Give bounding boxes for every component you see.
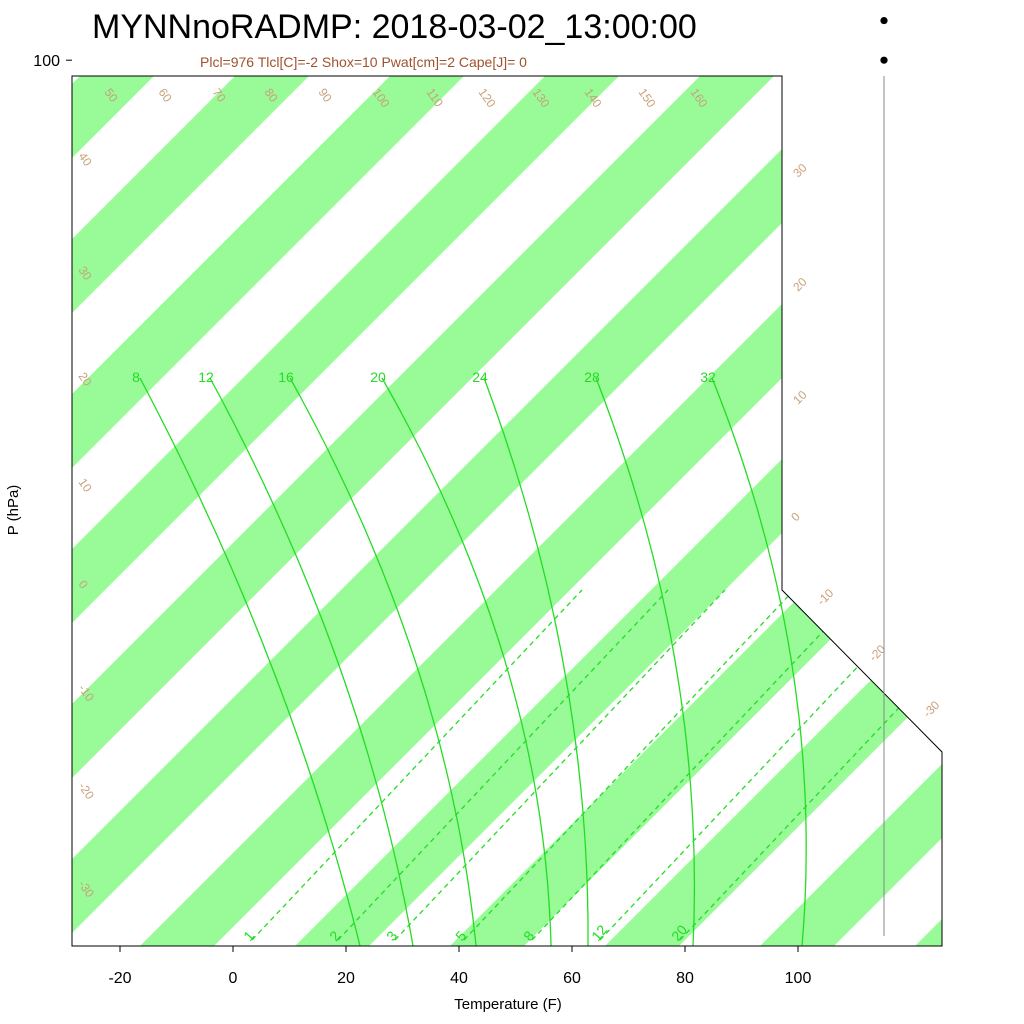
moist-label: 12 xyxy=(198,369,214,385)
isotherm-label: 30 xyxy=(790,161,810,181)
moist-label: 32 xyxy=(700,369,716,385)
plot-frame xyxy=(71,75,943,947)
x-tick-label: 100 xyxy=(785,970,812,987)
moist-adiabat xyxy=(483,377,589,946)
dry-adiabat-label: 150 xyxy=(636,86,659,111)
dry-adiabat xyxy=(291,0,620,60)
x-tick-label: 80 xyxy=(676,970,694,987)
mixing-ratio-line xyxy=(394,589,726,941)
stability-band xyxy=(72,76,849,946)
moist-adiabat xyxy=(711,377,807,946)
isotherm-label: 10 xyxy=(790,388,810,408)
isotherm-label: 0 xyxy=(788,509,803,524)
moist-label: 16 xyxy=(278,369,294,385)
x-tick-label: 20 xyxy=(337,970,355,987)
dry-adiabat xyxy=(851,0,1024,60)
dry-adiabat xyxy=(81,0,410,60)
isotherm-label: -30 xyxy=(920,698,942,720)
dry-adiabat xyxy=(641,0,970,60)
dry-adiabat-label: 40 xyxy=(76,150,95,169)
dry-adiabat xyxy=(501,0,830,60)
moist-adiabat xyxy=(381,377,552,946)
dry-adiabat xyxy=(991,0,1024,60)
chart-title: MYNNnoRADMP: 2018-03-02_13:00:00 xyxy=(92,8,697,46)
stability-band xyxy=(140,76,942,946)
stability-band xyxy=(450,76,942,946)
mixing-ratio-line xyxy=(251,589,583,941)
stability-band xyxy=(72,76,384,946)
dry-adiabat xyxy=(571,0,900,60)
dry-adiabat-label: 10 xyxy=(76,476,95,495)
mixing-ratio-label: 3 xyxy=(383,928,400,944)
stability-band xyxy=(72,76,539,946)
stability-band xyxy=(72,76,694,946)
isotherm-label: -20 xyxy=(866,642,888,664)
moist-label: 28 xyxy=(584,369,600,385)
dry-adiabat-label: 90 xyxy=(316,86,335,105)
dry-adiabat xyxy=(431,0,760,60)
stability-band xyxy=(72,76,942,946)
x-tick-label: 40 xyxy=(450,970,468,987)
stability-band xyxy=(72,76,74,946)
moist-adiabat xyxy=(139,377,361,946)
x-tick-label: 60 xyxy=(563,970,581,987)
dry-adiabat-label: 120 xyxy=(476,86,499,111)
moist-label: 8 xyxy=(132,369,140,385)
moist-adiabat xyxy=(209,377,414,946)
moist-adiabat xyxy=(289,377,477,946)
moist-adiabat xyxy=(595,377,696,946)
wind-level-dot xyxy=(880,56,888,64)
dry-adiabat xyxy=(221,0,550,60)
dry-adiabat xyxy=(711,0,1024,60)
x-tick-label: -20 xyxy=(108,970,131,987)
isotherm-label: -10 xyxy=(814,586,836,608)
dry-adiabat xyxy=(361,0,690,60)
dry-adiabat xyxy=(781,0,1024,60)
dry-adiabat xyxy=(151,0,480,60)
dry-adiabat xyxy=(921,0,1024,60)
mixing-ratio-line xyxy=(531,589,863,941)
mixing-ratio-label: 12 xyxy=(588,922,610,944)
wind-level-dot xyxy=(880,16,888,25)
isotherm-label: 20 xyxy=(790,275,810,295)
mixing-ratio-line xyxy=(463,589,795,941)
moist-label: 20 xyxy=(370,369,386,385)
y-axis-title: P (hPa) xyxy=(5,485,22,536)
mixing-ratio-label: 1 xyxy=(240,928,257,944)
chart-subtitle: Plcl=976 Tlcl[C]=-2 Shox=10 Pwat[cm]=2 C… xyxy=(200,54,527,70)
dry-adiabat-label: -20 xyxy=(76,780,98,803)
moist-label: 24 xyxy=(472,369,488,385)
dry-adiabat-label: 60 xyxy=(156,86,175,105)
y-tick-label: 100 xyxy=(33,53,60,70)
mixing-ratio-line xyxy=(337,589,669,941)
x-axis-title: Temperature (F) xyxy=(454,996,562,1013)
x-tick-label: 0 xyxy=(229,970,238,987)
